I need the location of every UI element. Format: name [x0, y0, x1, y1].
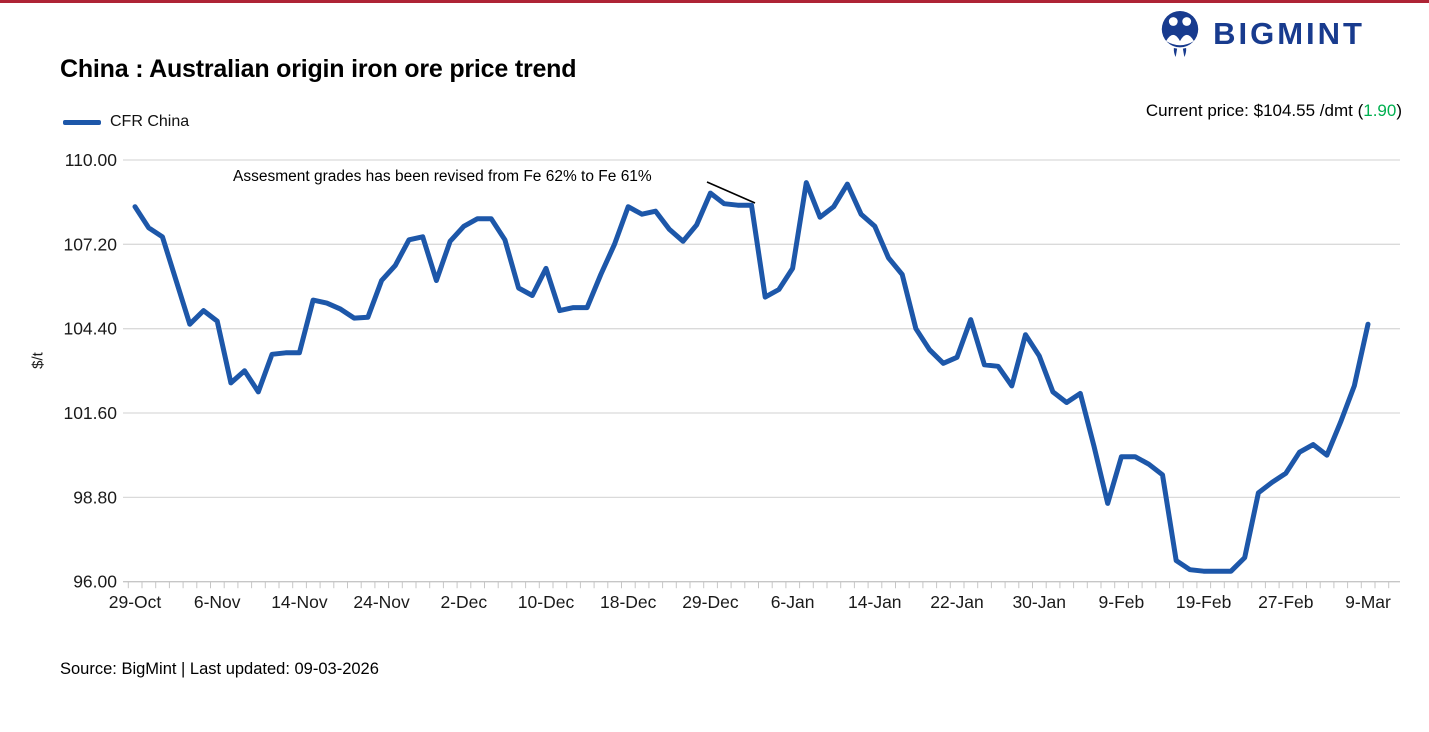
axis-minor-ticks [127, 581, 1390, 589]
source-note: Source: BigMint | Last updated: 09-03-20… [60, 660, 379, 678]
bigmint-logo: BIGMINT [1157, 8, 1365, 58]
svg-text:104.40: 104.40 [63, 319, 117, 339]
svg-text:9-Feb: 9-Feb [1099, 592, 1145, 612]
svg-text:22-Jan: 22-Jan [930, 592, 984, 612]
svg-text:14-Nov: 14-Nov [271, 592, 328, 612]
gridlines [123, 159, 1400, 583]
annotation-pointer-line [706, 181, 756, 204]
svg-text:101.60: 101.60 [63, 403, 117, 423]
legend: CFR China [63, 113, 189, 131]
svg-text:96.00: 96.00 [73, 572, 117, 592]
current-price-text: Current price: $104.55 /dmt ( [1145, 101, 1364, 120]
svg-text:2-Dec: 2-Dec [440, 592, 487, 612]
svg-text:30-Jan: 30-Jan [1012, 592, 1066, 612]
bigmint-logo-icon [1161, 10, 1199, 57]
annotation-text: Assesment grades has been revised from F… [233, 168, 652, 185]
current-price-change: 1.90 [1363, 101, 1397, 120]
svg-text:9-Mar: 9-Mar [1345, 592, 1391, 612]
svg-text:6-Nov: 6-Nov [194, 592, 241, 612]
bigmint-logo-text: BIGMINT [1213, 15, 1365, 51]
legend-label: CFR China [110, 113, 190, 130]
svg-text:19-Feb: 19-Feb [1176, 592, 1231, 612]
svg-text:24-Nov: 24-Nov [353, 592, 410, 612]
svg-text:29-Dec: 29-Dec [682, 592, 739, 612]
chart-title: China : Australian origin iron ore price… [60, 55, 577, 83]
svg-text:18-Dec: 18-Dec [600, 592, 657, 612]
y-axis-tick-labels: 110.00 107.20 104.40 101.60 98.80 96.00 [63, 150, 117, 592]
legend-line-swatch [63, 119, 101, 125]
x-axis-tick-labels: 29-Oct 6-Nov 14-Nov 24-Nov 2-Dec 10-Dec 18-Dec… [109, 592, 1391, 612]
svg-text:6-Jan: 6-Jan [771, 592, 815, 612]
current-price-paren: ) [1396, 101, 1402, 120]
svg-text:98.80: 98.80 [73, 487, 117, 507]
cfr-china-series-line [132, 180, 1371, 574]
svg-text:107.20: 107.20 [63, 234, 117, 254]
svg-text:110.00: 110.00 [65, 150, 117, 170]
svg-text:14-Jan: 14-Jan [848, 592, 902, 612]
current-price: Current price: $104.55 /dmt (1.90) [1146, 101, 1402, 121]
svg-text:27-Feb: 27-Feb [1258, 592, 1313, 612]
top-accent-rule [0, 0, 1429, 3]
price-chart-svg: 110.00 107.20 104.40 101.60 98.80 96.0029-Oct… [63, 150, 1400, 612]
svg-text:29-Oct: 29-Oct [109, 592, 162, 612]
svg-text:10-Dec: 10-Dec [518, 592, 575, 612]
